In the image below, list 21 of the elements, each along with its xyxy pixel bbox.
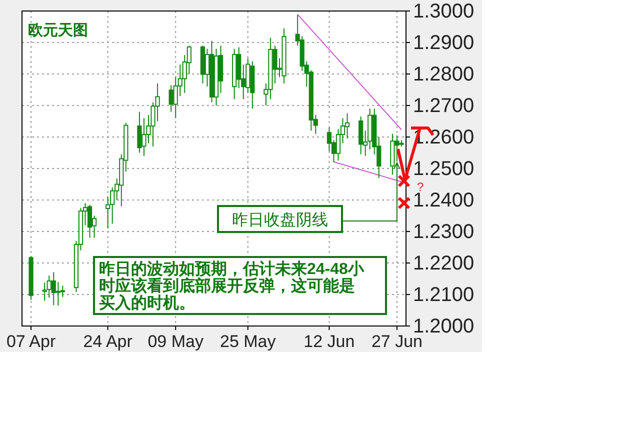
y-tick-label: 1.2100 [413, 284, 474, 306]
x-tick-label: 12 Jun [304, 332, 355, 351]
annotation: 昨日的波动如预期，估计未来24-48小时应该看到底部展开反弹，这可能是买入的时机。 [99, 260, 365, 312]
candlestick [87, 204, 92, 238]
y-tick-label: 1.2900 [413, 32, 474, 54]
y-tick-label: 1.2500 [413, 158, 474, 180]
y-tick-label: 1.3000 [413, 0, 474, 22]
x-tick-label: 09 May [148, 332, 204, 351]
candlestick [336, 128, 341, 162]
y-tick-label: 1.2800 [413, 63, 474, 86]
x-tick-label: 25 May [220, 332, 276, 351]
x-tick-label: 07 Apr [6, 332, 56, 351]
candlestick [344, 112, 350, 140]
candlestick [60, 285, 65, 298]
y-tick-label: 1.2300 [413, 220, 474, 243]
text: 欧元天图 [28, 22, 88, 39]
candlestick [358, 116, 364, 155]
annotation: 昨日收盘阴线 [232, 211, 328, 229]
y-tick-label: 1.2200 [413, 252, 474, 274]
x-tick-label: 24 Apr [83, 332, 133, 351]
y-tick-label: 1.2700 [413, 94, 474, 117]
